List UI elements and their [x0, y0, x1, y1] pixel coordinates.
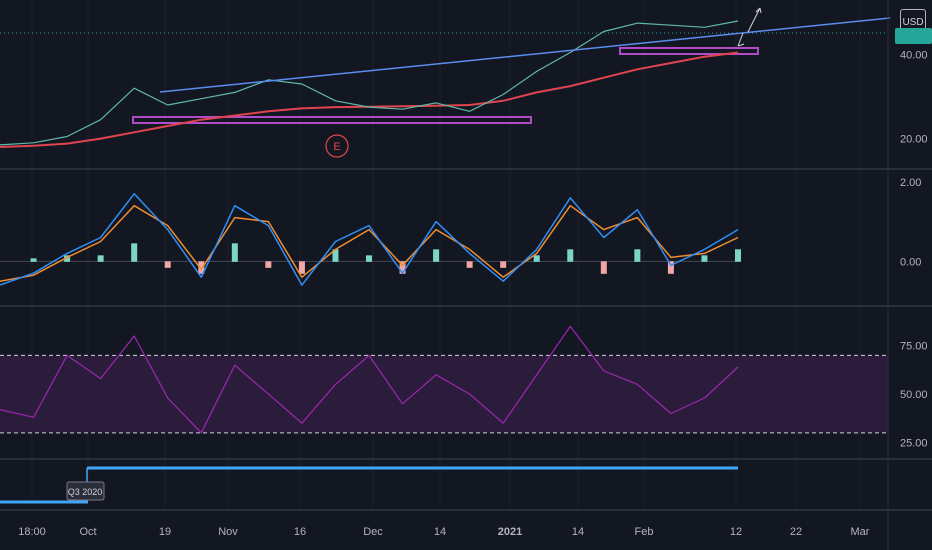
support-zone[interactable] — [132, 116, 532, 124]
x-tick-label: Mar — [851, 526, 870, 538]
histogram-bar — [533, 255, 540, 262]
rsi-band — [0, 355, 888, 433]
histogram-bar — [30, 258, 37, 262]
rsi-band-fill — [0, 355, 888, 433]
histogram-bar — [164, 261, 171, 268]
y-tick-label: 40.00 — [900, 50, 928, 62]
histogram-bar — [634, 249, 641, 262]
quarter-label-box — [66, 481, 105, 501]
histogram-bar — [198, 261, 205, 274]
macd-line[interactable] — [0, 193, 739, 286]
arrow-down-icon — [737, 32, 745, 47]
price-line[interactable] — [0, 20, 739, 146]
histogram-bar — [600, 261, 607, 274]
x-axis: 18:00 Oct 19 Nov 16 Dec 14 2021 14 Feb 12 22 Mar — [18, 526, 870, 538]
last-price-tag — [895, 28, 932, 44]
x-tick-label: 2021 — [498, 526, 522, 538]
y-tick-label: 0.00 — [900, 256, 921, 268]
histogram-bar — [332, 249, 339, 262]
histogram-bar — [433, 249, 440, 262]
histogram-bar — [466, 261, 473, 268]
histogram-bar — [97, 255, 104, 262]
histogram-bar — [667, 261, 674, 274]
x-tick-label: 12 — [730, 526, 742, 538]
histogram-bar — [366, 255, 372, 262]
histogram-bar — [500, 261, 507, 268]
signal-line[interactable] — [0, 204, 739, 282]
y-axis: 40.00 20.00 2.00 0.00 75.00 50.00 25.00 — [900, 50, 928, 450]
x-tick-label: 14 — [572, 526, 584, 538]
x-tick-label: 22 — [790, 526, 802, 538]
quarter-label: Q3 2020 — [68, 487, 103, 497]
histogram-bar — [265, 261, 272, 268]
rsi-line[interactable] — [0, 325, 739, 434]
y-tick-label: 2.00 — [900, 177, 921, 189]
y-tick-label: 75.00 — [900, 341, 928, 353]
x-tick-label: Dec — [363, 526, 383, 538]
x-tick-label: Nov — [218, 526, 238, 538]
x-tick-label: Feb — [635, 526, 654, 538]
x-tick-label: Oct — [79, 526, 96, 538]
arrow-up-icon — [747, 7, 762, 33]
trendline[interactable] — [159, 17, 891, 93]
histogram-bar — [567, 249, 574, 262]
earnings-marker: E — [333, 141, 340, 153]
histogram-bar — [131, 243, 138, 262]
earnings-marker-circle[interactable] — [325, 134, 349, 158]
y-tick-label: 50.00 — [900, 389, 928, 401]
y-tick-label: 20.00 — [900, 134, 928, 146]
y-tick-label: 25.00 — [900, 438, 928, 450]
histogram-bar — [735, 249, 741, 262]
x-tick-label: 19 — [159, 526, 171, 538]
histogram-bar — [64, 255, 71, 262]
histogram-bar — [399, 261, 406, 274]
histogram-bar — [298, 261, 305, 274]
oscillator-pane[interactable] — [0, 193, 741, 286]
histogram-bar — [701, 255, 708, 262]
x-tick-label: 18:00 — [18, 526, 46, 538]
histogram-bar — [231, 243, 238, 262]
x-tick-label: 14 — [434, 526, 446, 538]
consolidation-zone[interactable] — [619, 47, 759, 55]
x-tick-label: 16 — [294, 526, 306, 538]
price-pane[interactable] — [0, 17, 891, 148]
rsi-pane[interactable] — [0, 325, 888, 434]
annotations: E Q3 2020 — [66, 7, 762, 501]
